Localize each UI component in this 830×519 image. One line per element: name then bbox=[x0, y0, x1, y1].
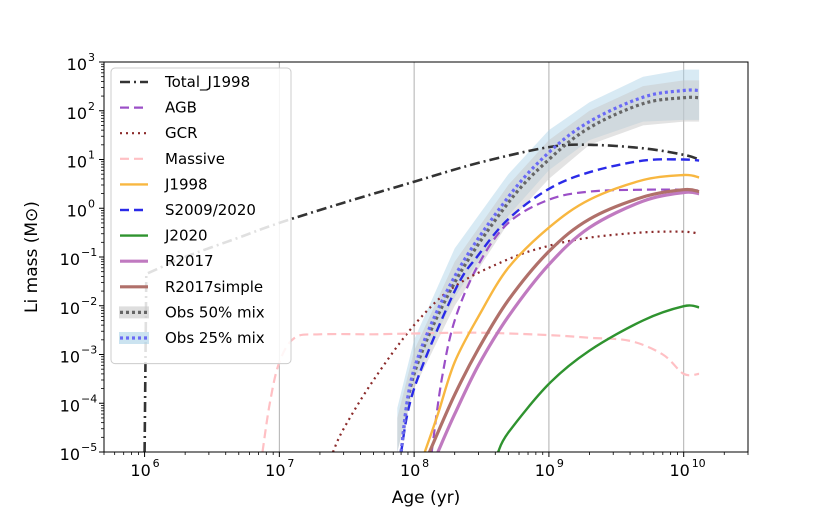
series-line-r2017simple bbox=[428, 187, 700, 452]
y-tick-exponent: −1 bbox=[81, 246, 97, 259]
x-axis-label: Age (yr) bbox=[392, 488, 461, 508]
series-line-j1998 bbox=[423, 173, 700, 452]
legend-label: S2009/2020 bbox=[165, 201, 256, 219]
series-line-s2009-2020 bbox=[399, 158, 700, 452]
y-tick-label: 10 bbox=[67, 153, 87, 172]
x-tick-exponent: 10 bbox=[692, 457, 706, 470]
legend-label: Obs 50% mix bbox=[165, 303, 265, 321]
y-tick-exponent: 1 bbox=[88, 149, 95, 162]
y-tick-label: 10 bbox=[60, 348, 80, 367]
legend-label: Massive bbox=[165, 150, 225, 168]
legend-item-agb: AGB bbox=[120, 99, 197, 117]
x-tick-label: 10 bbox=[670, 461, 690, 480]
legend-item-s2009-2020: S2009/2020 bbox=[120, 201, 256, 219]
x-tick-label: 10 bbox=[265, 461, 285, 480]
series-layer bbox=[143, 88, 700, 452]
y-tick-label: 10 bbox=[60, 445, 80, 464]
x-tick-exponent: 6 bbox=[153, 457, 160, 470]
legend-label: Obs 25% mix bbox=[165, 329, 265, 347]
y-tick-exponent: −3 bbox=[81, 344, 97, 357]
legend-item-j2020: J2020 bbox=[120, 227, 208, 245]
legend-item-obs-50-mix: Obs 50% mix bbox=[119, 303, 265, 321]
legend-item-obs-25-mix: Obs 25% mix bbox=[119, 329, 265, 347]
series-line-j2020 bbox=[497, 304, 700, 452]
y-tick-exponent: −2 bbox=[81, 295, 97, 308]
y-axis-label: Li mass (M⊙) bbox=[22, 201, 42, 313]
legend-label: Total_J1998 bbox=[164, 73, 250, 92]
legend-label: R2017 bbox=[165, 252, 214, 270]
series-line-massive bbox=[261, 331, 700, 452]
series-line-r2017 bbox=[436, 190, 700, 452]
legend-item-r2017simple: R2017simple bbox=[120, 278, 263, 296]
x-tick-label: 10 bbox=[400, 461, 420, 480]
y-tick-exponent: 0 bbox=[88, 197, 95, 210]
legend-item-total-j1998: Total_J1998 bbox=[120, 73, 250, 92]
band-obs-25-mix bbox=[397, 69, 700, 452]
legend-item-r2017: R2017 bbox=[120, 252, 214, 270]
legend: Total_J1998 AGB GCR Massive J1998 S2009/2020 J… bbox=[110, 67, 292, 365]
legend-item-gcr: GCR bbox=[120, 124, 198, 142]
y-tick-label: 10 bbox=[67, 201, 87, 220]
y-tick-label: 10 bbox=[60, 250, 80, 269]
y-tick-label: 10 bbox=[67, 104, 87, 123]
x-tick-exponent: 8 bbox=[422, 457, 429, 470]
legend-label: J1998 bbox=[164, 175, 208, 193]
legend-box bbox=[110, 67, 292, 365]
y-tick-label: 10 bbox=[67, 55, 87, 74]
x-tick-label: 10 bbox=[130, 461, 150, 480]
series-line-gcr bbox=[331, 230, 700, 452]
y-tick-label: 10 bbox=[60, 299, 80, 318]
legend-item-massive: Massive bbox=[120, 150, 225, 168]
x-tick-exponent: 7 bbox=[287, 457, 294, 470]
y-tick-label: 10 bbox=[60, 396, 80, 415]
y-tick-exponent: −5 bbox=[81, 441, 97, 454]
y-tick-exponent: −4 bbox=[81, 392, 97, 405]
y-tick-exponent: 2 bbox=[88, 100, 95, 113]
legend-label: GCR bbox=[165, 124, 198, 142]
legend-label: J2020 bbox=[164, 227, 208, 245]
x-tick-label: 10 bbox=[535, 461, 555, 480]
legend-label: AGB bbox=[165, 99, 197, 117]
band-obs-50-mix bbox=[397, 80, 700, 452]
y-tick-exponent: 3 bbox=[88, 51, 95, 64]
x-tick-exponent: 9 bbox=[557, 457, 564, 470]
series-line-total-j1998 bbox=[143, 143, 700, 452]
series-line-agb bbox=[430, 188, 700, 452]
series-line-obs-25-mix bbox=[399, 88, 700, 452]
band-layer bbox=[397, 69, 700, 452]
legend-label: R2017simple bbox=[165, 278, 263, 296]
legend-item-j1998: J1998 bbox=[120, 175, 208, 193]
